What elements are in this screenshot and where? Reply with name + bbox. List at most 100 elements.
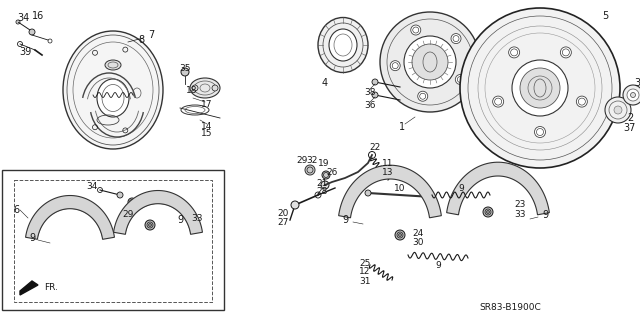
Text: 9: 9 (177, 215, 183, 225)
Circle shape (148, 223, 152, 227)
Circle shape (630, 92, 636, 98)
Circle shape (534, 126, 545, 138)
Circle shape (623, 85, 640, 105)
Text: 6: 6 (13, 205, 19, 215)
Polygon shape (113, 190, 202, 234)
Circle shape (29, 29, 35, 35)
Circle shape (128, 198, 136, 206)
Polygon shape (26, 196, 115, 239)
Text: 9: 9 (458, 183, 464, 193)
Circle shape (614, 106, 622, 114)
Circle shape (512, 60, 568, 116)
Text: 7: 7 (148, 30, 154, 40)
Text: 30: 30 (412, 237, 424, 246)
Circle shape (380, 12, 480, 112)
Circle shape (198, 80, 202, 84)
Ellipse shape (105, 60, 121, 70)
Text: 24: 24 (412, 228, 424, 237)
Circle shape (117, 192, 123, 198)
Polygon shape (339, 165, 442, 218)
FancyBboxPatch shape (131, 85, 143, 101)
Circle shape (321, 181, 329, 189)
Ellipse shape (318, 18, 368, 73)
Circle shape (192, 85, 198, 91)
Text: 9: 9 (542, 210, 548, 220)
Text: 8: 8 (138, 35, 144, 45)
Ellipse shape (97, 79, 129, 117)
Circle shape (455, 75, 465, 84)
FancyBboxPatch shape (2, 170, 224, 310)
Text: 19: 19 (318, 158, 330, 167)
Text: 32: 32 (307, 156, 317, 164)
Text: 36: 36 (364, 100, 376, 109)
Circle shape (520, 68, 560, 108)
Circle shape (291, 201, 299, 209)
Text: FR.: FR. (44, 283, 58, 292)
Text: 11: 11 (382, 158, 394, 167)
Text: 28: 28 (316, 187, 328, 196)
Text: 34: 34 (86, 181, 98, 190)
Circle shape (399, 234, 401, 236)
Text: 5: 5 (602, 11, 608, 21)
Text: 9: 9 (29, 233, 35, 243)
Text: 17: 17 (201, 100, 212, 108)
Text: 29: 29 (296, 156, 308, 164)
Circle shape (372, 79, 378, 85)
Text: 2: 2 (627, 113, 633, 123)
Text: 14: 14 (202, 122, 212, 131)
Text: 12: 12 (359, 268, 371, 276)
Circle shape (509, 47, 520, 58)
Circle shape (493, 96, 504, 107)
Text: 20: 20 (277, 209, 289, 218)
Text: 38: 38 (364, 87, 376, 97)
Text: 33: 33 (515, 210, 525, 219)
Circle shape (605, 97, 631, 123)
Text: 22: 22 (369, 142, 381, 151)
Text: 29: 29 (122, 210, 134, 219)
Ellipse shape (194, 220, 200, 230)
Polygon shape (447, 162, 549, 215)
Text: 9: 9 (435, 260, 441, 269)
Circle shape (451, 34, 461, 44)
Text: 34: 34 (17, 13, 29, 23)
Text: 4: 4 (322, 78, 328, 88)
Ellipse shape (63, 31, 163, 149)
Text: 9: 9 (342, 215, 348, 225)
Circle shape (483, 207, 493, 217)
Circle shape (486, 211, 490, 213)
Ellipse shape (329, 29, 357, 61)
Circle shape (390, 61, 400, 71)
Circle shape (322, 171, 330, 179)
Text: 10: 10 (394, 183, 406, 193)
Circle shape (365, 190, 371, 196)
Text: 37: 37 (624, 123, 636, 133)
Circle shape (412, 44, 448, 80)
Circle shape (627, 89, 639, 101)
Circle shape (577, 96, 588, 107)
Circle shape (212, 85, 218, 91)
Circle shape (429, 194, 435, 200)
Text: 21: 21 (316, 179, 328, 188)
Circle shape (181, 68, 189, 76)
Ellipse shape (190, 78, 220, 98)
Text: 26: 26 (326, 167, 338, 177)
Text: 23: 23 (515, 199, 525, 209)
Circle shape (460, 8, 620, 168)
Text: 3: 3 (634, 78, 640, 88)
Text: 1: 1 (399, 122, 405, 132)
Polygon shape (20, 281, 38, 295)
Circle shape (395, 230, 405, 240)
Text: 27: 27 (277, 218, 289, 227)
Text: 31: 31 (359, 276, 371, 285)
Text: 25: 25 (359, 259, 371, 268)
Text: 18: 18 (186, 85, 198, 94)
Circle shape (145, 220, 155, 230)
Circle shape (372, 92, 378, 98)
Circle shape (418, 91, 428, 101)
Text: 39: 39 (19, 47, 31, 57)
Text: SR83-B1900C: SR83-B1900C (479, 303, 541, 313)
Text: 16: 16 (32, 11, 44, 21)
Text: 35: 35 (179, 63, 191, 73)
Text: 33: 33 (191, 213, 203, 222)
Circle shape (305, 165, 315, 175)
